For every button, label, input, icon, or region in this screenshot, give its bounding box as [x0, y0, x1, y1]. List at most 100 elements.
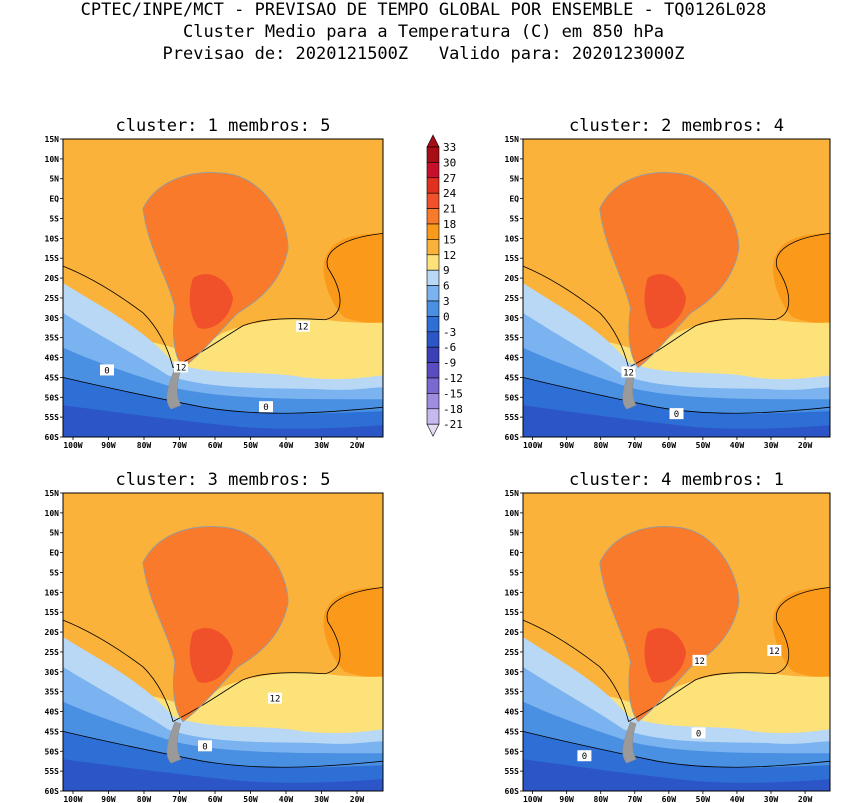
- map-title-line-2: Cluster Medio para a Temperatura (C) em …: [182, 22, 665, 42]
- colorbar-swatch: [426, 177, 440, 194]
- lon-tick-label: 30W: [314, 795, 329, 803]
- lat-tick-label: 40S: [45, 708, 60, 717]
- map-frame: [62, 138, 384, 438]
- colorbar-swatch: [426, 192, 440, 209]
- lon-tick-label: 20W: [798, 441, 813, 450]
- lon-tick-label: 70W: [172, 795, 187, 803]
- lon-tick-label: 80W: [593, 441, 608, 450]
- colorbar-label: 30: [443, 156, 456, 169]
- panel-title: cluster: 3 membros: 5: [116, 470, 331, 490]
- lat-tick-label: 40S: [505, 708, 520, 717]
- lon-tick-label: 70W: [172, 441, 187, 450]
- contour-label: 12: [270, 695, 281, 705]
- lat-tick-label: EQ: [49, 195, 59, 204]
- lat-tick-label: 5S: [49, 214, 59, 223]
- contour-label: 0: [674, 410, 679, 420]
- contour-label: 12: [694, 657, 705, 667]
- lat-tick-label: 15N: [45, 489, 60, 498]
- map-panel-2: cluster: 2 membros: 4 15N 10N 5N EQ 5S 10S 15S 2…: [505, 116, 831, 450]
- lat-tick-label: EQ: [509, 549, 519, 558]
- colorbar-swatch: [426, 316, 440, 333]
- lat-tick-label: 35S: [505, 334, 520, 343]
- colorbar-swatch: [426, 269, 440, 286]
- lat-tick-label: 15N: [505, 489, 520, 498]
- colorbar-label: 0: [443, 310, 450, 323]
- map-frame: [522, 138, 831, 438]
- colorbar-swatch: [426, 223, 440, 240]
- lon-tick-label: 90W: [101, 795, 116, 803]
- colorbar-label: 6: [443, 280, 450, 293]
- colorbar-label: -15: [443, 387, 463, 400]
- lon-tick-label: 70W: [628, 441, 643, 450]
- lat-tick-label: 5S: [49, 568, 59, 577]
- lon-tick-label: 100W: [523, 795, 542, 803]
- lat-tick-label: 10N: [505, 509, 520, 518]
- lon-tick-label: 100W: [523, 441, 542, 450]
- lon-tick-label: 50W: [696, 795, 711, 803]
- lat-tick-label: 60S: [505, 433, 520, 442]
- lon-tick-label: 80W: [137, 795, 152, 803]
- temperature-field: [522, 492, 831, 792]
- lat-tick-label: 55S: [45, 767, 60, 776]
- colorbar-swatch: [426, 346, 440, 363]
- colorbar-label: -3: [443, 326, 456, 339]
- lat-tick-label: 50S: [45, 747, 60, 756]
- lat-tick-label: 10S: [45, 234, 60, 243]
- colorbar-label: 12: [443, 249, 456, 262]
- contour-label: 12: [176, 363, 187, 373]
- lat-tick-label: 15S: [505, 254, 520, 263]
- lat-tick-label: 50S: [45, 393, 60, 402]
- lon-tick-label: 60W: [662, 795, 677, 803]
- lon-tick-label: 40W: [730, 795, 745, 803]
- contour-label: 0: [582, 752, 587, 762]
- colorbar-arrow-top: [426, 134, 440, 148]
- colorbar-label: -12: [443, 372, 463, 385]
- contour-label: 12: [298, 323, 309, 333]
- colorbar-swatch: [426, 285, 440, 302]
- lon-tick-label: 30W: [764, 795, 779, 803]
- lon-tick-label: 50W: [243, 441, 258, 450]
- colorbar-swatch: [426, 162, 440, 179]
- lon-tick-label: 60W: [662, 441, 677, 450]
- colorbar-label: -18: [443, 403, 463, 416]
- contour-label: 0: [202, 742, 207, 752]
- colorbar-swatch: [426, 146, 440, 163]
- lat-tick-label: 55S: [505, 413, 520, 422]
- colorbar-label: 33: [443, 141, 456, 154]
- lon-tick-label: 90W: [559, 795, 574, 803]
- lat-tick-label: 30S: [45, 668, 60, 677]
- lat-tick-label: 40S: [505, 354, 520, 363]
- lat-tick-label: 10N: [45, 509, 60, 518]
- panel-title: cluster: 4 membros: 1: [569, 470, 784, 490]
- lon-tick-label: 100W: [63, 441, 82, 450]
- colorbar-label: -21: [443, 418, 463, 431]
- lon-tick-label: 60W: [208, 441, 223, 450]
- lat-tick-label: 40S: [45, 354, 60, 363]
- lat-tick-label: 50S: [505, 747, 520, 756]
- lat-tick-label: 35S: [45, 334, 60, 343]
- temperature-field: [522, 138, 831, 438]
- map-frame: [62, 492, 384, 792]
- panel-title: cluster: 1 membros: 5: [116, 116, 331, 136]
- map-title-line-1: CPTEC/INPE/MCT - PREVISAO DE TEMPO GLOBA…: [80, 0, 767, 20]
- lon-tick-label: 60W: [208, 795, 223, 803]
- lat-tick-label: 55S: [45, 413, 60, 422]
- lat-tick-label: 15S: [505, 608, 520, 617]
- lat-tick-label: 45S: [45, 727, 60, 736]
- colorbar-label: 24: [443, 187, 457, 200]
- lat-tick-label: 30S: [45, 314, 60, 323]
- lat-tick-label: 5S: [509, 568, 519, 577]
- lat-tick-label: 20S: [505, 274, 520, 283]
- contour-label: 12: [623, 368, 634, 378]
- lat-tick-label: 25S: [505, 648, 520, 657]
- map-title-line-3: Previsao de: 2020121500Z Valido para: 20…: [162, 44, 685, 64]
- lat-tick-label: 10N: [45, 155, 60, 164]
- lat-tick-label: 20S: [45, 274, 60, 283]
- lon-tick-label: 70W: [628, 795, 643, 803]
- lat-tick-label: 10S: [505, 234, 520, 243]
- colorbar-label: 21: [443, 203, 456, 216]
- lon-tick-label: 90W: [559, 441, 574, 450]
- lon-tick-label: 40W: [279, 441, 294, 450]
- contour-label: 0: [696, 729, 701, 739]
- lat-tick-label: 30S: [505, 314, 520, 323]
